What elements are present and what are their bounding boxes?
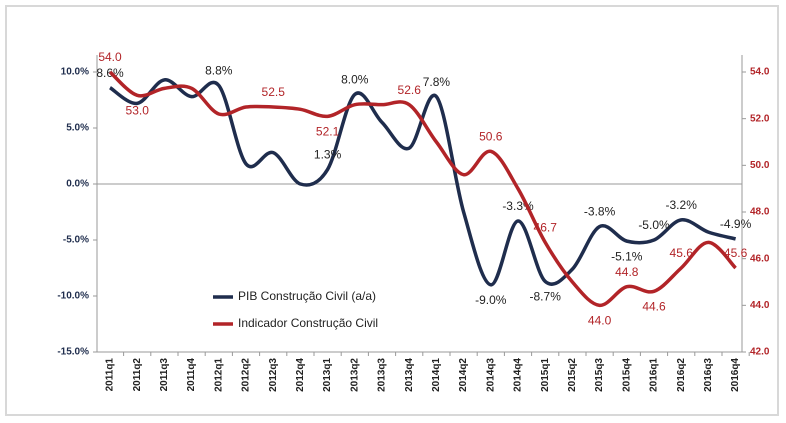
legend-label: PIB Construção Civil (a/a) (238, 289, 376, 303)
data-label: 52.5 (262, 85, 286, 99)
x-tick-label: 2016q1 (649, 358, 660, 392)
x-tick-label: 2015q1 (540, 358, 551, 392)
y2-tick-label: 50.0 (750, 160, 770, 171)
x-tick-label: 2015q3 (594, 358, 605, 392)
data-label: 50.6 (479, 130, 503, 144)
data-label: -5.0% (638, 218, 670, 232)
data-label: -5.1% (611, 249, 643, 263)
data-label: 44.6 (642, 300, 666, 314)
data-label: 53.0 (126, 104, 150, 118)
data-label: 44.0 (588, 314, 612, 328)
y2-tick-label: 52.0 (750, 113, 770, 124)
series-line (109, 78, 737, 287)
y2-tick-label: 54.0 (750, 67, 770, 78)
y2-tick-label: 44.0 (750, 300, 770, 311)
y2-tick-label: 42.0 (750, 347, 770, 358)
x-tick-label: 2012q4 (295, 358, 306, 392)
data-label: 54.0 (98, 50, 122, 64)
x-tick-label: 2011q4 (186, 358, 197, 392)
y-tick-label: -10.0% (57, 291, 89, 302)
data-label: 8.8% (205, 64, 233, 78)
x-tick-label: 2011q1 (105, 358, 116, 392)
x-tick-label: 2012q1 (213, 358, 224, 392)
x-tick-label: 2013q4 (404, 358, 415, 392)
data-label: 52.6 (398, 83, 422, 97)
series-line (108, 70, 737, 308)
frame (5, 5, 779, 416)
data-label: -8.7% (530, 290, 562, 304)
x-tick-label: 2016q3 (703, 358, 714, 392)
y2-tick-label: 48.0 (750, 207, 770, 218)
y-tick-label: 5.0% (66, 123, 89, 134)
x-tick-label: 2013q2 (349, 358, 360, 392)
x-tick-label: 2016q4 (730, 358, 741, 392)
data-label: 7.8% (423, 75, 451, 89)
x-tick-label: 2012q2 (241, 358, 252, 392)
data-label: -9.0% (475, 293, 507, 307)
x-tick-label: 2013q1 (322, 358, 333, 392)
data-label: 45.6 (724, 246, 748, 260)
data-label: 45.6 (670, 246, 694, 260)
data-label: 44.8 (615, 265, 639, 279)
data-label: -3.2% (666, 198, 698, 212)
data-label: 46.7 (534, 221, 558, 235)
data-label: 1.3% (314, 148, 342, 162)
y2-tick-label: 46.0 (750, 253, 770, 264)
x-tick-label: 2014q2 (458, 358, 469, 392)
data-label: -3.8% (584, 205, 616, 219)
legend-label: Indicador Construção Civil (238, 316, 378, 330)
x-tick-label: 2011q2 (132, 358, 143, 392)
x-tick-label: 2016q2 (676, 358, 687, 392)
x-tick-label: 2011q3 (159, 358, 170, 392)
x-tick-label: 2014q1 (431, 358, 442, 392)
x-tick-label: 2014q3 (485, 358, 496, 392)
data-label: 52.1 (316, 125, 340, 139)
y-tick-label: 10.0% (61, 67, 89, 78)
x-tick-label: 2015q2 (567, 358, 578, 392)
y-tick-label: -5.0% (63, 235, 89, 246)
y-tick-label: -15.0% (57, 347, 89, 358)
x-tick-label: 2012q3 (268, 358, 279, 392)
y-tick-label: 0.0% (66, 179, 89, 190)
x-tick-label: 2014q4 (513, 358, 524, 392)
x-tick-label: 2013q3 (377, 358, 388, 392)
x-tick-label: 2015q4 (621, 358, 632, 392)
data-label: 8.0% (341, 73, 369, 87)
data-label: -4.9% (720, 217, 752, 231)
